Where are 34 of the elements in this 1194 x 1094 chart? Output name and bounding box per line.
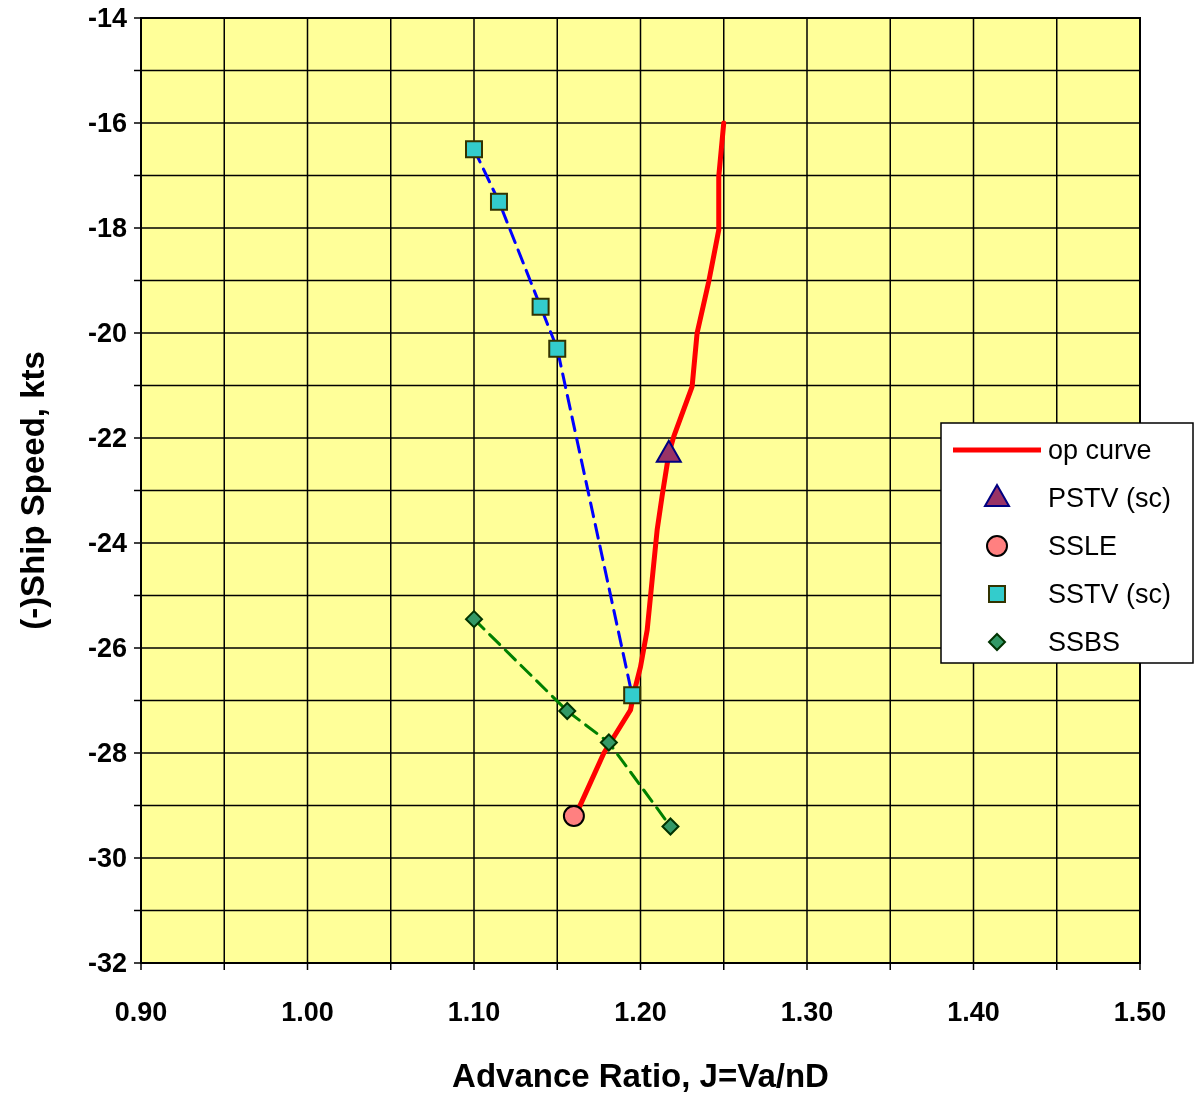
legend-label: PSTV (sc) xyxy=(1048,483,1172,514)
x-tick-label: 1.40 xyxy=(947,997,1000,1027)
y-tick-label: -32 xyxy=(87,948,127,979)
y-tick-label: -14 xyxy=(87,3,127,34)
legend-label: op curve xyxy=(1048,435,1152,466)
y-tick-label: -28 xyxy=(87,738,127,769)
point xyxy=(562,805,585,827)
y-tick-label: -22 xyxy=(87,423,127,454)
y-tick-label: -26 xyxy=(87,633,127,664)
legend-label: SSLE xyxy=(1048,531,1118,562)
y-tick-label: -24 xyxy=(87,528,127,559)
point xyxy=(465,140,483,159)
y-tick-label: -30 xyxy=(87,843,127,874)
point xyxy=(489,192,508,211)
x-tick-label: 0.90 xyxy=(114,997,168,1027)
y-axis-title: (-)Ship Speed, kts xyxy=(14,351,51,630)
point xyxy=(558,702,577,720)
point xyxy=(623,686,642,705)
point xyxy=(531,297,550,316)
x-axis-title: Advance Ratio, J=Va/nD xyxy=(452,1057,829,1094)
point xyxy=(599,733,618,752)
legend-label: SSBS xyxy=(1048,627,1121,658)
y-tick-label: -18 xyxy=(87,213,127,244)
x-tick-label: 1.00 xyxy=(281,997,334,1027)
x-tick-label: 1.20 xyxy=(614,997,667,1027)
point xyxy=(661,817,680,836)
legend-label: SSTV (sc) xyxy=(1048,579,1172,610)
x-tick-label: 1.30 xyxy=(780,997,834,1027)
point xyxy=(465,610,483,629)
point xyxy=(548,339,567,358)
x-tick-label: 1.10 xyxy=(447,997,501,1027)
x-tick-label: 1.50 xyxy=(1113,997,1167,1027)
y-tick-label: -20 xyxy=(87,318,127,349)
y-tick-label: -16 xyxy=(87,108,127,139)
